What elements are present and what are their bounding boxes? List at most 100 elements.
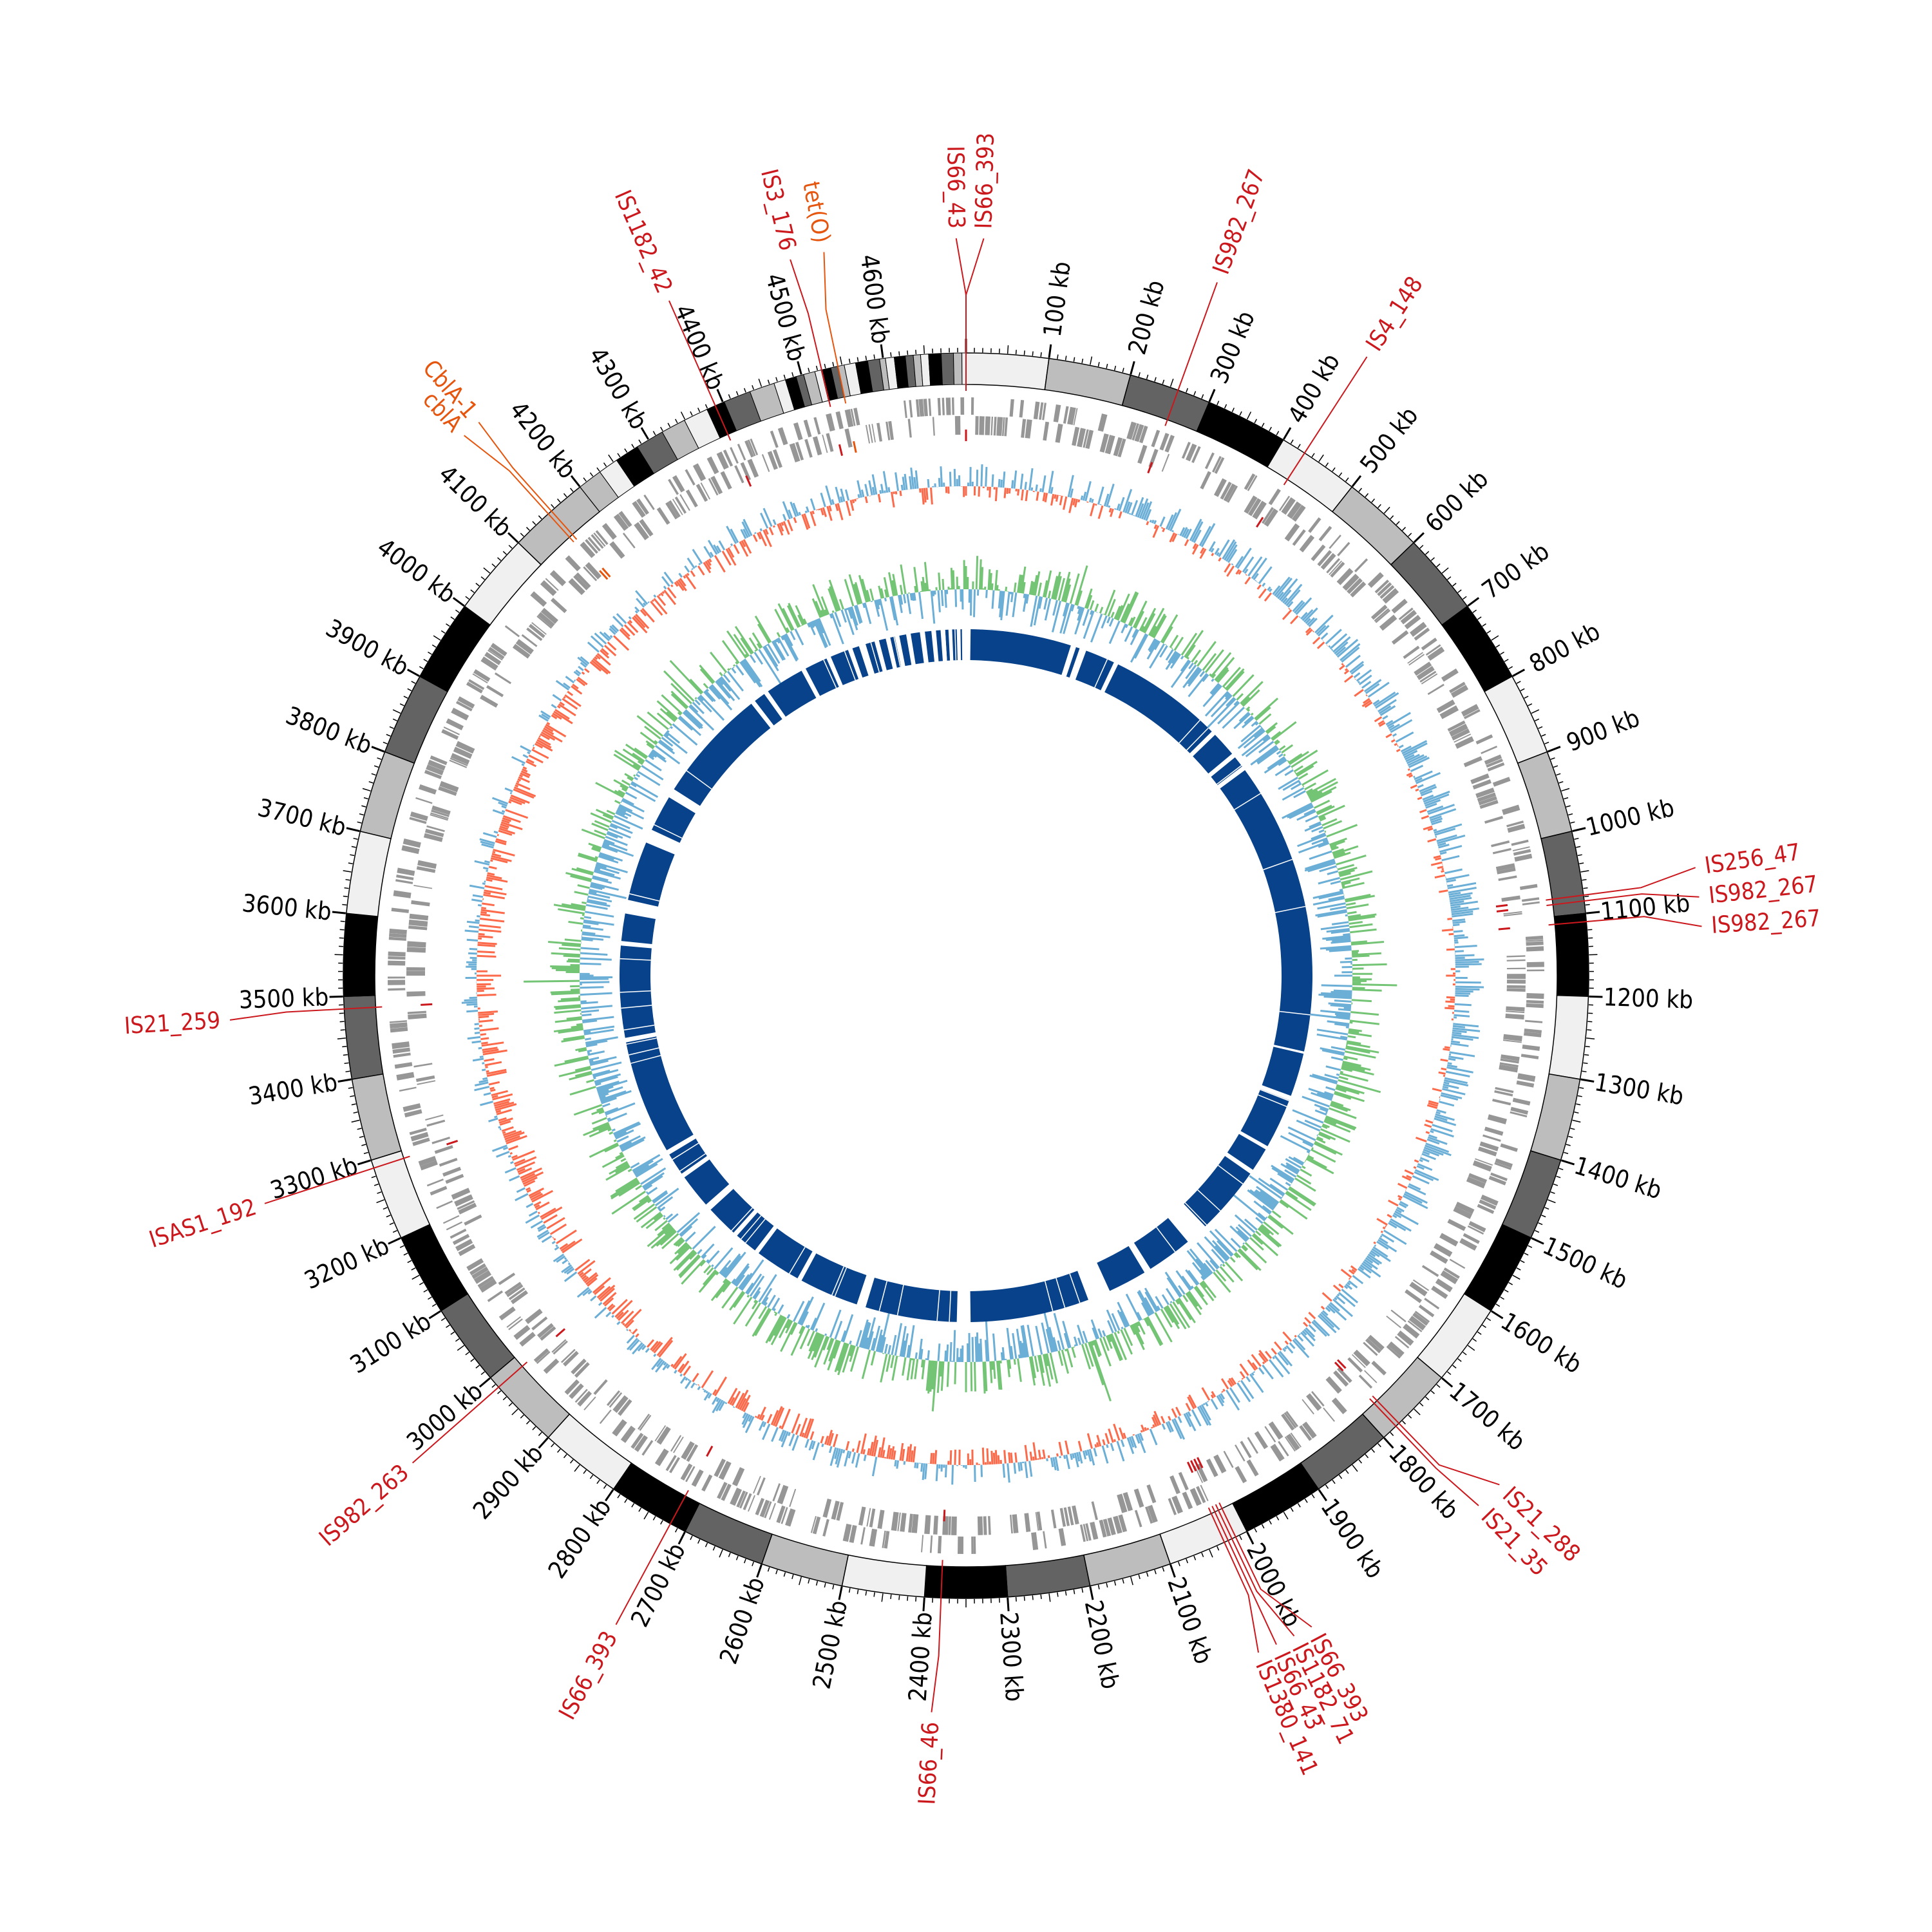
tick-mark — [1231, 408, 1235, 412]
feature-block — [793, 422, 803, 440]
tick-mark — [1057, 354, 1059, 359]
tick-mark — [399, 703, 404, 706]
feature-block — [531, 622, 547, 635]
feature-block — [1431, 1285, 1448, 1300]
tick-mark — [403, 1253, 408, 1256]
synteny-gap — [620, 958, 651, 961]
feature-block — [747, 439, 756, 457]
feature-block — [1510, 1111, 1528, 1118]
tick-mark — [431, 644, 437, 648]
tick-mark — [344, 887, 349, 889]
ideogram-band — [419, 605, 491, 692]
feature-block — [1379, 585, 1395, 600]
feature-block — [1424, 1298, 1440, 1310]
feature-block — [1146, 1484, 1157, 1504]
feature-block — [679, 494, 690, 511]
tick-mark — [508, 545, 513, 549]
synteny-gap — [954, 629, 957, 661]
feature-block — [1506, 1010, 1525, 1014]
annotation-marker — [1495, 904, 1508, 908]
feature-block — [691, 1469, 704, 1487]
feature-block — [488, 649, 503, 661]
feature-block — [1147, 1504, 1158, 1523]
feature-block — [630, 1432, 644, 1449]
tick-mark — [603, 462, 607, 467]
feature-block — [1200, 1484, 1209, 1502]
feature-block — [446, 1221, 463, 1231]
feature-block — [1290, 1432, 1302, 1448]
tick-mark — [1276, 431, 1280, 435]
annotation-label: IS982_267 — [1710, 905, 1821, 939]
feature-block — [1386, 1345, 1401, 1359]
tick-mark — [1122, 1578, 1124, 1584]
annotation-label: IS982_267 — [1208, 166, 1270, 278]
feature-block — [1525, 1019, 1543, 1023]
feature-block — [1454, 734, 1472, 743]
feature-block — [951, 1516, 957, 1535]
annotation-leader — [1548, 916, 1702, 927]
feature-block — [1436, 699, 1455, 714]
tick-label: 1300 kb — [1593, 1068, 1686, 1111]
tick-mark — [376, 1199, 384, 1204]
feature-block — [1024, 1513, 1031, 1532]
feature-block — [1374, 579, 1390, 594]
tick-mark — [368, 781, 374, 784]
feature-block — [1072, 426, 1080, 446]
tick-mark — [1495, 1303, 1501, 1307]
feature-block — [477, 1276, 495, 1289]
feature-block — [601, 523, 617, 540]
tick-mark — [1472, 1338, 1477, 1342]
tick-mark — [1477, 616, 1482, 620]
feature-block — [1113, 437, 1123, 457]
feature-block — [1363, 1341, 1378, 1356]
feature-block — [993, 417, 997, 436]
feature-block — [1506, 1006, 1525, 1012]
feature-block — [1268, 1421, 1283, 1440]
tick-mark — [1352, 1464, 1358, 1472]
feature-block — [425, 1114, 444, 1121]
tick-mark — [491, 564, 496, 567]
tick-mark — [457, 1345, 465, 1351]
tick-mark — [1365, 493, 1369, 498]
feature-block — [868, 424, 873, 443]
synteny-block — [626, 1036, 694, 1151]
tick-mark — [491, 1384, 496, 1388]
annotation-marker — [599, 570, 609, 580]
tick-mark — [719, 1549, 723, 1558]
feature-block — [473, 669, 491, 682]
feature-block — [977, 1516, 983, 1535]
feature-block — [1055, 423, 1063, 443]
feature-block — [1367, 572, 1384, 588]
ideogram-band — [1232, 1462, 1320, 1533]
feature-block — [406, 947, 426, 953]
synteny-block — [852, 646, 869, 678]
ideogram-band — [1530, 1073, 1581, 1161]
synteny-gap — [686, 770, 712, 790]
tick-mark — [399, 1245, 404, 1248]
feature-block — [1336, 568, 1354, 585]
feature-block — [431, 810, 450, 817]
tick-mark — [617, 1493, 621, 1499]
feature-block — [580, 542, 596, 558]
tick-mark — [767, 379, 770, 384]
feature-block — [1370, 604, 1388, 620]
tick-mark — [1201, 394, 1204, 399]
feature-block — [392, 1047, 410, 1054]
feature-block — [1306, 1393, 1322, 1411]
tick-mark — [1561, 1159, 1575, 1166]
feature-block — [1459, 1238, 1477, 1251]
feature-block — [388, 951, 406, 957]
tick-mark — [907, 350, 909, 355]
synteny-block — [1227, 1133, 1266, 1170]
synteny-block — [899, 634, 912, 667]
feature-block — [1374, 608, 1390, 622]
tick-mark — [758, 379, 762, 387]
feature-block — [457, 696, 475, 709]
tick-mark — [652, 431, 656, 435]
feature-block — [1526, 999, 1544, 1004]
feature-block — [831, 1501, 840, 1520]
ideogram-band — [940, 352, 954, 386]
feature-block — [593, 1379, 608, 1396]
feature-block — [1495, 1086, 1514, 1094]
feature-block — [1347, 578, 1363, 594]
